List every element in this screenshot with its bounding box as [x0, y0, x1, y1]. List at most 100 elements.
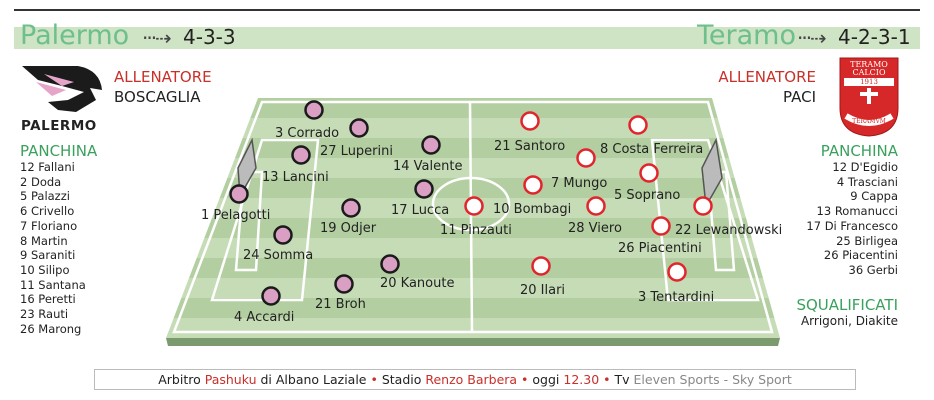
top-rule — [14, 9, 920, 11]
home-player-marker — [229, 184, 249, 204]
home-player-marker — [304, 100, 324, 120]
header-band — [14, 27, 920, 49]
teramo-logo: TERAMO CALCIO 1913 TERAMVM — [838, 56, 900, 138]
bench-player: 8 Martin — [20, 233, 68, 248]
home-player-marker — [380, 254, 400, 274]
home-player-marker — [273, 225, 293, 245]
home-team-name: Palermo — [20, 20, 130, 51]
away-suspended-title: SQUALIFICATI — [796, 296, 898, 314]
home-player-marker — [414, 179, 434, 199]
tv-label: Tv — [614, 372, 634, 387]
away-player-marker — [693, 196, 713, 216]
bench-player: 6 Crivello — [20, 204, 75, 219]
bench-player: 4 Trasciani — [836, 174, 898, 189]
away-player-marker — [531, 256, 551, 276]
away-coach-name: PACI — [783, 88, 816, 106]
home-player-marker — [421, 135, 441, 155]
away-player-marker — [651, 216, 671, 236]
away-goal — [701, 137, 723, 209]
teramo-shield-icon — [839, 57, 899, 137]
away-team-name: Teramo — [697, 20, 796, 51]
away-player-label: 7 Mungo — [551, 176, 608, 191]
bench-player: 36 Gerbi — [848, 262, 899, 277]
stadium-name: Renzo Barbera — [425, 372, 518, 387]
kickoff-time: 12.30 — [563, 372, 600, 387]
bench-player: 12 D'Egidio — [832, 160, 898, 174]
away-player-marker — [520, 111, 540, 131]
away-arrow-icon: ···⇢ — [797, 26, 827, 50]
home-player-label: 1 Pelagotti — [201, 208, 271, 223]
home-bench-title: PANCHINA — [20, 142, 98, 160]
home-player-label: 24 Somma — [243, 248, 314, 263]
teramo-logo-mid: CALCIO — [852, 68, 886, 77]
away-player-label: 20 Ilari — [520, 283, 566, 298]
home-player-label: 13 Lancini — [262, 170, 329, 185]
pitch-stripe — [166, 218, 780, 238]
home-player-label: 20 Kanoute — [380, 276, 455, 291]
bench-player: 23 Rauti — [20, 307, 69, 322]
home-player-marker — [341, 198, 361, 218]
away-player-label: 26 Piacentini — [618, 241, 702, 256]
pitch-lines — [172, 100, 774, 334]
away-player-marker — [639, 163, 659, 183]
home-player-label: 4 Accardi — [234, 310, 295, 325]
bench-player: 10 Silipo — [20, 262, 70, 277]
stadium-label: Stadio — [381, 372, 426, 387]
pitch-stripe — [166, 178, 780, 198]
away-bench-title: PANCHINA — [820, 142, 898, 160]
away-player-label: 5 Soprano — [614, 188, 681, 203]
home-player-marker — [349, 118, 369, 138]
home-coach-name: BOSCAGLIA — [114, 88, 201, 106]
bench-player: 2 Doda — [20, 174, 62, 189]
pitch-stripe — [166, 258, 780, 278]
pitch-edge — [166, 338, 780, 346]
bench-player: 26 Marong — [20, 321, 82, 336]
home-coach-label: ALLENATORE — [114, 68, 212, 86]
referee-label: Arbitro — [158, 372, 205, 387]
away-player-label: 22 Lewandowski — [675, 223, 783, 238]
home-arrow-icon: ···⇢ — [142, 26, 172, 50]
bench-player: 26 Piacentini — [823, 248, 898, 263]
away-player-label: 28 Viero — [568, 221, 622, 236]
bench-player: 17 Di Francesco — [806, 218, 898, 233]
pitch-stripe — [166, 158, 780, 178]
bench-player: 13 Romanucci — [816, 204, 898, 219]
home-player-marker — [261, 286, 281, 306]
away-player-label: 11 Pinzauti — [440, 223, 512, 238]
away-player-marker — [576, 148, 596, 168]
bench-player: 12 Fallani — [20, 160, 75, 174]
away-player-label: 10 Bombagi — [493, 202, 572, 217]
pitch-stripe — [166, 278, 780, 298]
pitch-stripe — [166, 138, 780, 158]
home-player-marker — [334, 274, 354, 294]
palermo-eagle-icon — [22, 66, 102, 112]
away-player-marker — [586, 196, 606, 216]
away-player-marker — [628, 115, 648, 135]
away-player-label: 21 Santoro — [494, 139, 566, 154]
bench-player: 5 Palazzi — [20, 189, 70, 204]
bench-player: 25 Birligea — [836, 233, 898, 248]
teramo-logo-year: 1913 — [860, 78, 878, 86]
home-player-label: 19 Odjer — [320, 221, 377, 236]
bench-player: 7 Floriano — [20, 218, 78, 233]
away-player-marker — [667, 262, 687, 282]
home-player-label: 21 Broh — [315, 297, 366, 312]
bench-player: 9 Saraniti — [20, 248, 76, 263]
player-markers — [229, 100, 713, 306]
time-label: oggi — [532, 372, 564, 387]
away-coach-label: ALLENATORE — [718, 68, 816, 86]
separator: • — [599, 372, 615, 387]
away-player-label: 3 Tentardini — [638, 290, 715, 305]
match-info-bar: Arbitro Pashuku di Albano Laziale • Stad… — [94, 369, 856, 390]
home-player-marker — [291, 145, 311, 165]
home-player-label: 14 Valente — [393, 159, 463, 174]
bench-player: 16 Peretti — [20, 292, 76, 307]
away-bench-list: 12 D'Egidio 4 Trasciani 9 Cappa 13 Romanucc… — [806, 160, 898, 278]
away-player-marker — [523, 175, 543, 195]
referee-city: di Albano Laziale — [256, 372, 367, 387]
home-player-label: 27 Luperini — [320, 144, 393, 159]
away-suspended-list: Arrigoni, Diakite — [800, 314, 898, 328]
teramo-logo-bottom: TERAMVM — [852, 118, 886, 125]
away-player-label: 8 Costa Ferreira — [600, 142, 704, 157]
